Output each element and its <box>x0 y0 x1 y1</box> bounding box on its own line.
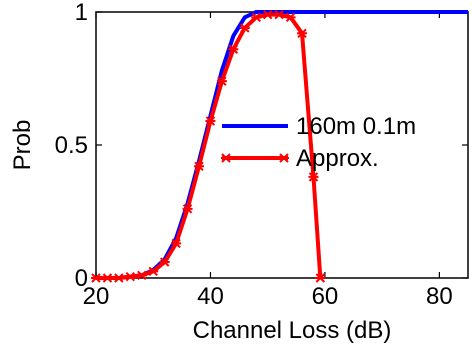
y-tick-label: 0.5 <box>55 132 88 159</box>
y-axis-title: Prob <box>9 120 36 171</box>
data-point <box>102 273 113 283</box>
data-point <box>171 238 182 249</box>
series-1 <box>91 9 326 283</box>
series-line <box>96 10 468 280</box>
data-point <box>274 9 285 20</box>
legend-marker <box>279 153 289 163</box>
data-point <box>251 12 262 23</box>
data-point <box>182 204 193 214</box>
x-tick-label: 80 <box>426 283 453 310</box>
data-point <box>125 271 136 282</box>
data-point <box>148 266 159 277</box>
y-tick-label: 1 <box>75 0 88 26</box>
y-tick-label: 0 <box>75 265 88 292</box>
data-point <box>194 161 205 171</box>
x-tick-label: 20 <box>83 283 110 310</box>
data-point <box>91 273 101 283</box>
series-0 <box>96 10 468 280</box>
data-point <box>285 12 296 23</box>
x-tick-label: 40 <box>197 283 224 310</box>
data-point <box>297 28 308 38</box>
data-point <box>262 9 273 20</box>
legend-marker <box>221 153 231 163</box>
axes-frame <box>95 11 469 279</box>
data-point <box>239 23 250 33</box>
data-point <box>228 44 239 54</box>
data-point <box>216 76 227 86</box>
legend-label: Approx. <box>296 145 379 172</box>
data-point <box>113 273 124 283</box>
series-line <box>96 12 323 280</box>
data-point <box>136 270 147 281</box>
series-layer <box>91 9 468 283</box>
x-axis-title: Channel Loss (dB) <box>193 317 392 344</box>
x-tick-label: 60 <box>312 283 339 310</box>
legend: 160m 0.1m Approx. <box>221 113 416 172</box>
axis-ticks: 20 40 60 80 0 0.5 1 <box>55 0 468 310</box>
data-point <box>159 257 170 267</box>
data-point <box>205 116 216 126</box>
data-point <box>315 273 326 283</box>
plot-area <box>95 11 469 279</box>
data-point <box>308 172 319 182</box>
legend-label: 160m 0.1m <box>296 113 416 140</box>
